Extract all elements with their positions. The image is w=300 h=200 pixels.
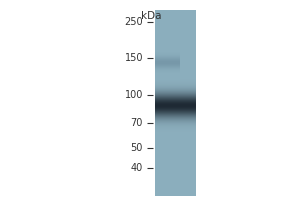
Text: 40: 40: [131, 163, 143, 173]
Text: 150: 150: [124, 53, 143, 63]
Text: 50: 50: [130, 143, 143, 153]
Text: 250: 250: [124, 17, 143, 27]
Text: 100: 100: [124, 90, 143, 100]
Text: kDa: kDa: [141, 11, 161, 21]
Text: 70: 70: [130, 118, 143, 128]
